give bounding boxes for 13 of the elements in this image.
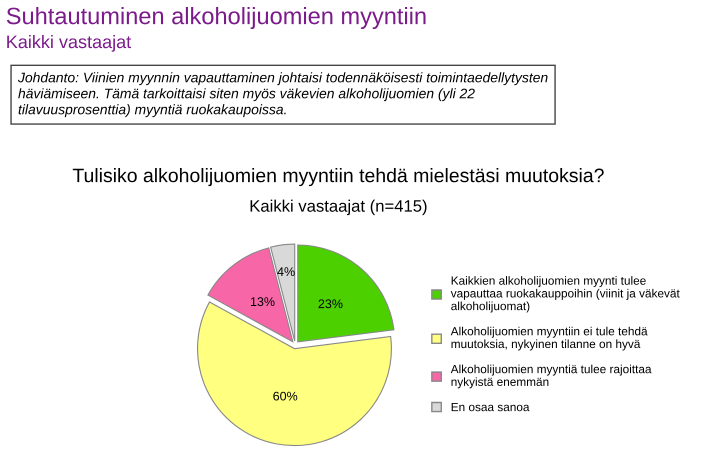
- chart-subtitle: Kaikki vastaajat: [7, 34, 132, 52]
- data-label: 60%: [273, 392, 298, 401]
- data-label: 13%: [250, 297, 275, 306]
- data-label: 23%: [318, 299, 343, 308]
- text: Johdanto: Viinien myynnin vapauttaminen johtaisi todennäköisesti toimintaedellytysten häviämiseen. Tämä tarkoittaisi siten myös väkevien alkoholijuomien (yli 22 tilavuusprosenttia) myyntiä ruokakaupoissa.: [18, 72, 548, 118]
- legend-label: Alkoholijuomien myyntiin ei tule tehdä muutoksia, nykyinen tilanne on hyvä: [450, 326, 648, 350]
- data-label: 4%: [277, 267, 295, 276]
- legend-label: En osaa sanoa: [452, 402, 530, 412]
- chart-title: Suhtautuminen alkoholijuomien myyntiin: [6, 6, 426, 29]
- text: Kaikki vastaajat (n=415): [250, 200, 427, 216]
- text: Tulisiko alkoholijuomien myyntiin tehdä mielestäsi muutoksia?: [72, 168, 604, 186]
- legend-label: Alkoholijuomien myyntiä tulee rajoittaa nykyistä enemmän: [450, 364, 652, 388]
- legend-label: Kaikkien alkoholijuomien myynti tulee vapauttaa ruokakauppoihin (viinit ja väkevät alkoholijuomat): [450, 276, 680, 313]
